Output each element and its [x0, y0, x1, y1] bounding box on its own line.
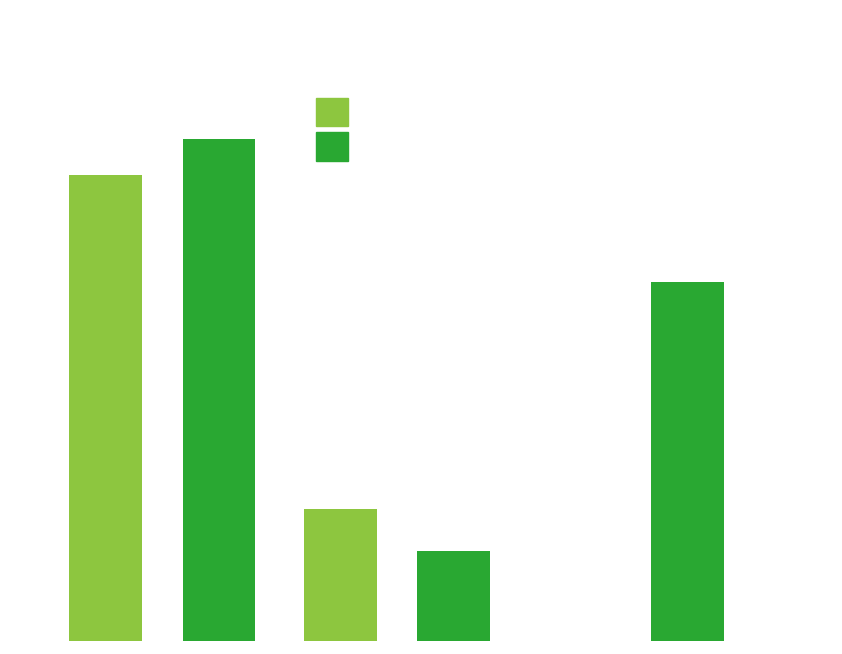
Bar — [652, 282, 724, 641]
Bar — [316, 98, 349, 126]
Bar — [304, 509, 376, 641]
Bar — [417, 551, 490, 641]
Bar — [316, 132, 349, 161]
Bar — [183, 139, 255, 641]
Bar — [69, 175, 142, 641]
